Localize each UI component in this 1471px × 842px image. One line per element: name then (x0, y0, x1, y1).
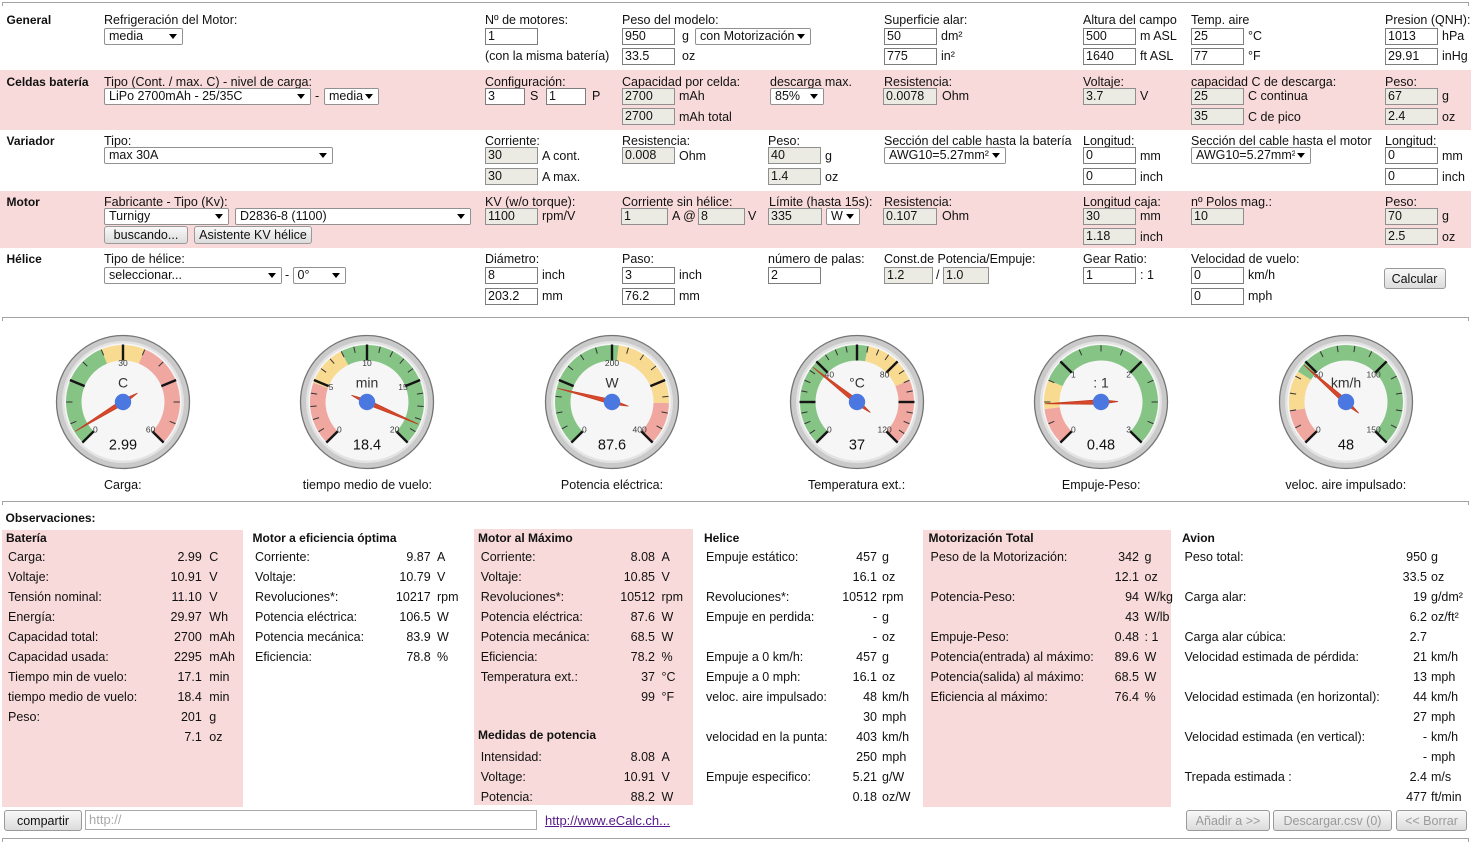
svg-text:0: 0 (827, 424, 832, 434)
svg-text:W: W (605, 374, 619, 390)
svg-text:80: 80 (879, 369, 889, 379)
svg-text:0: 0 (582, 424, 587, 434)
svg-text:0: 0 (1071, 424, 1076, 434)
svg-text:10: 10 (363, 358, 373, 368)
svg-text:°C: °C (849, 374, 865, 390)
svg-text:km/h: km/h (1331, 374, 1361, 390)
svg-text:120: 120 (877, 424, 891, 434)
svg-text:15: 15 (399, 382, 409, 392)
svg-text:40: 40 (824, 369, 834, 379)
svg-text:100: 100 (1366, 369, 1380, 379)
svg-text:18.4: 18.4 (353, 437, 381, 453)
svg-text:3: 3 (1126, 424, 1131, 434)
svg-text:C: C (118, 374, 128, 390)
svg-text:150: 150 (1366, 424, 1380, 434)
svg-text:50: 50 (1313, 369, 1323, 379)
svg-text:: 1: : 1 (1093, 374, 1109, 390)
svg-text:0: 0 (93, 424, 98, 434)
svg-text:37: 37 (849, 437, 865, 453)
svg-text:200: 200 (605, 358, 619, 368)
svg-text:2.99: 2.99 (109, 437, 137, 453)
svg-text:400: 400 (632, 424, 646, 434)
svg-text:0.48: 0.48 (1087, 437, 1115, 453)
svg-text:1: 1 (1071, 369, 1076, 379)
svg-text:0: 0 (1316, 424, 1321, 434)
svg-text:min: min (356, 374, 379, 390)
svg-text:48: 48 (1338, 437, 1354, 453)
svg-text:2: 2 (1126, 369, 1131, 379)
svg-text:60: 60 (146, 424, 156, 434)
svg-text:0: 0 (337, 424, 342, 434)
svg-text:30: 30 (118, 358, 128, 368)
svg-text:87.6: 87.6 (598, 437, 626, 453)
svg-text:20: 20 (390, 424, 400, 434)
svg-text:5: 5 (329, 382, 334, 392)
